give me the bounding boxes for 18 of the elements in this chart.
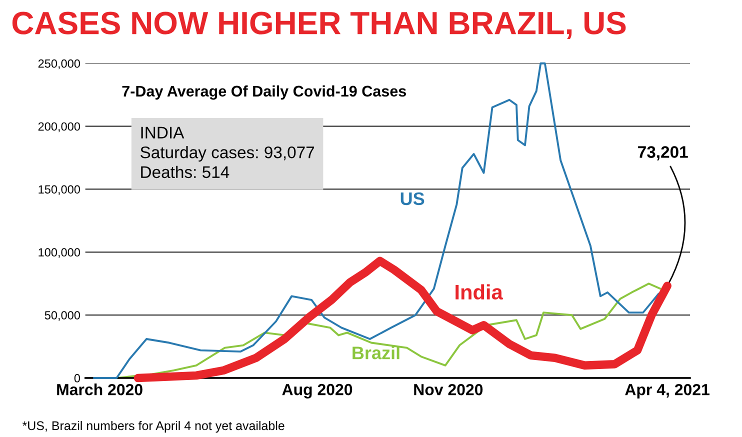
annotation: 73,201 (638, 146, 688, 160)
x-tick-label: March 2020 (57, 384, 142, 396)
y-tick-label: 200,000 (38, 122, 80, 132)
y-tick-label: 100,000 (38, 248, 80, 258)
series-label: Brazil (352, 346, 400, 360)
x-tick-label: Nov 2020 (414, 384, 483, 396)
x-tick-label: Aug 2020 (282, 384, 352, 398)
text: *US, Brazil numbers for April 4 not yet available (22, 420, 284, 433)
series-label: India (456, 284, 503, 300)
text: 7-Day Average Of Daily Covid-19 Cases (122, 85, 406, 100)
y-tick-label: 50,000 (44, 311, 80, 321)
x-tick-label: Apr 4, 2021 (625, 384, 710, 398)
annotation: INDIA Saturday cases: 93,077 Deaths: 514 (140, 126, 314, 178)
y-tick-label: 0 (74, 374, 80, 382)
chart-title: CASES NOW HIGHER THAN BRAZIL, US (12, 12, 626, 40)
series-label: US (400, 192, 424, 206)
y-tick-label: 250,000 (38, 59, 80, 70)
y-tick-label: 150,000 (38, 185, 80, 196)
